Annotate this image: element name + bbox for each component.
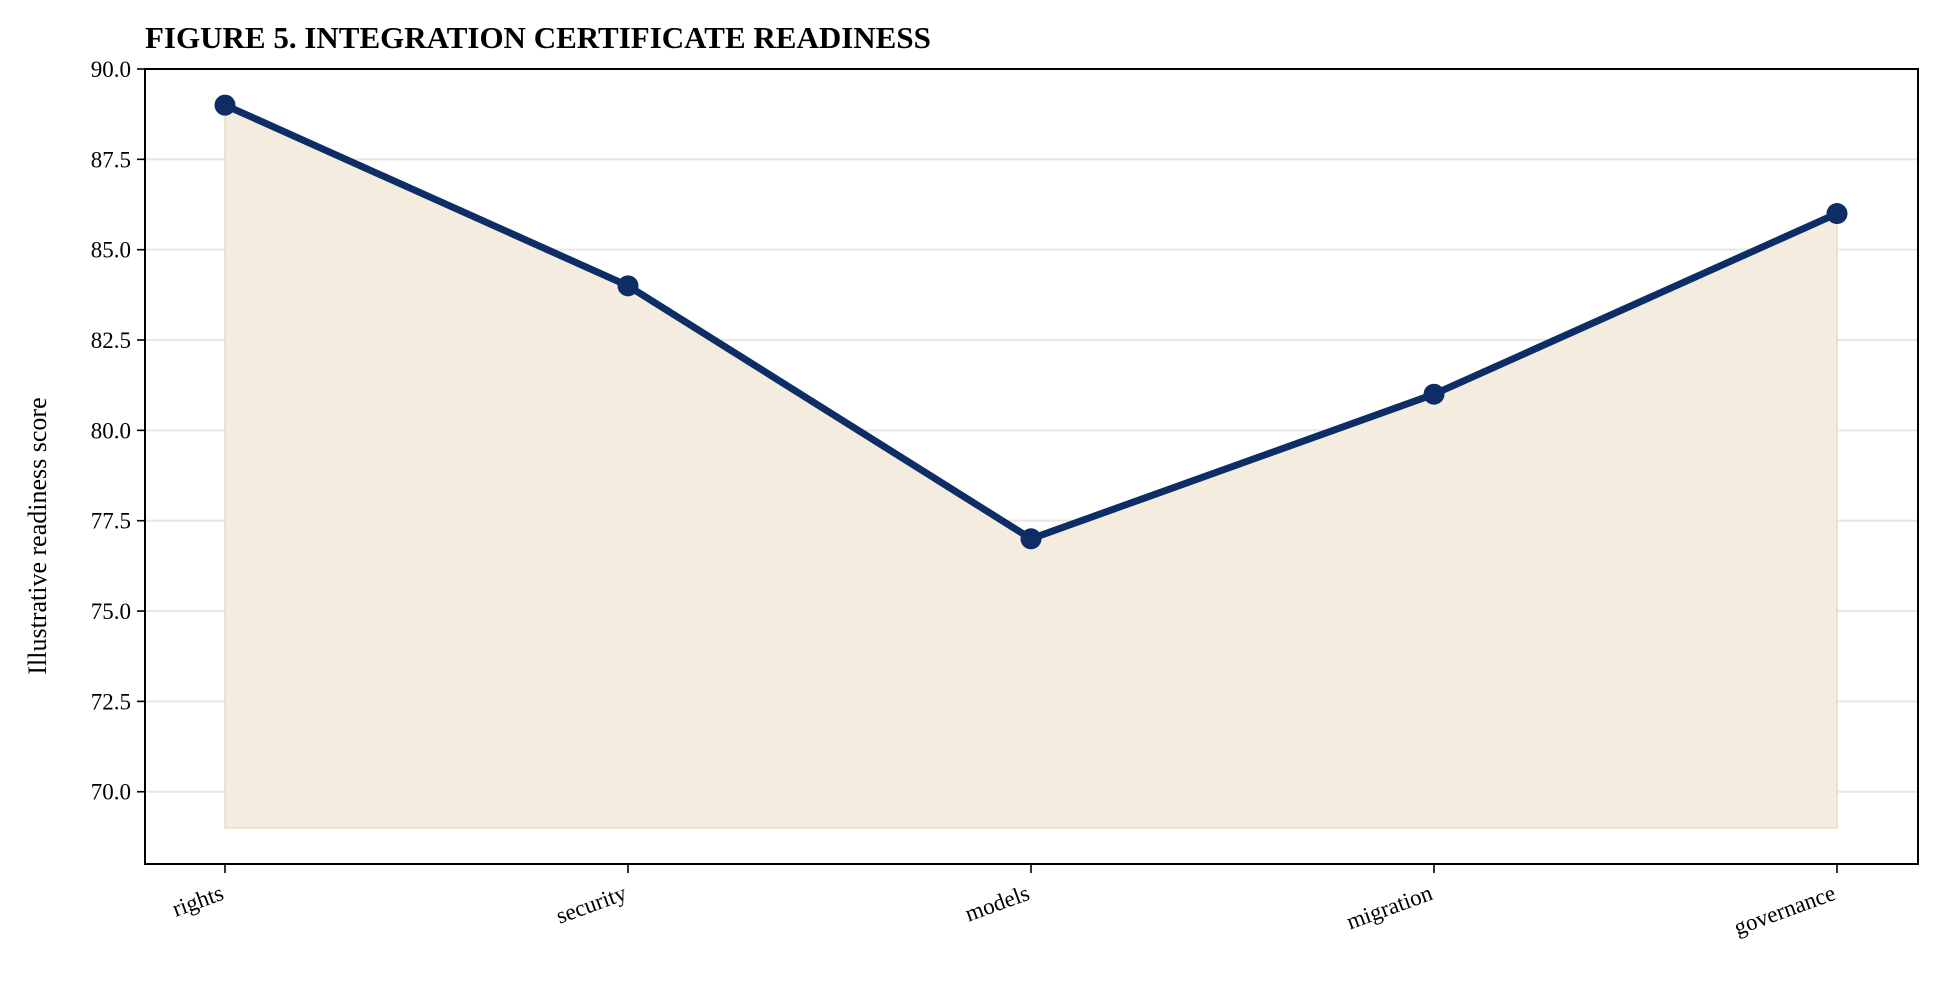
x-tick-label: migration — [1343, 880, 1436, 934]
y-tick-label: 87.5 — [91, 147, 131, 172]
y-tick-label: 80.0 — [91, 418, 131, 443]
series-points — [214, 94, 1848, 550]
y-tick-label: 72.5 — [91, 689, 131, 714]
x-tick-label: governance — [1731, 880, 1839, 940]
x-tick-label: rights — [169, 880, 227, 921]
y-tick-label: 82.5 — [91, 328, 131, 353]
x-tick-label: models — [962, 880, 1033, 926]
y-tick-label: 70.0 — [91, 780, 131, 805]
y-tick-label: 90.0 — [91, 57, 131, 82]
y-axis: 70.0 72.5 75.0 77.5 80.0 82.5 85.0 87.5 90.0 — [91, 57, 145, 805]
chart-title: FIGURE 5. INTEGRATION CERTIFICATE READIN… — [145, 20, 931, 55]
data-point-migration — [1423, 383, 1445, 405]
y-axis-label: Illustrative readiness score — [23, 397, 52, 674]
y-tick-label: 77.5 — [91, 509, 131, 534]
x-axis: rights security models migration governance — [169, 864, 1839, 940]
data-point-security — [617, 275, 639, 297]
y-tick-label: 85.0 — [91, 238, 131, 263]
x-tick-label: security — [553, 880, 630, 929]
data-point-models — [1020, 528, 1042, 550]
data-point-governance — [1826, 203, 1848, 225]
data-point-rights — [214, 94, 236, 116]
y-tick-label: 75.0 — [91, 599, 131, 624]
